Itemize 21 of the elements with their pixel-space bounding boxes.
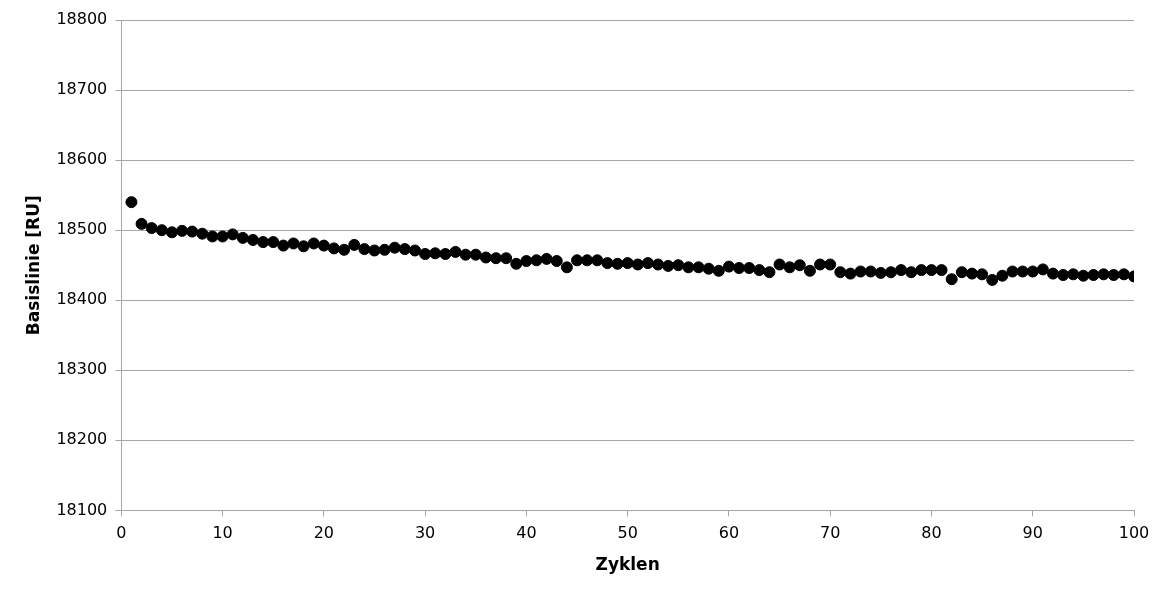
y-tick-label: 18700 [56, 79, 108, 99]
y-tick-label: 18100 [56, 499, 108, 519]
x-tick-label: 60 [718, 523, 740, 543]
y-tick-label: 18300 [56, 359, 108, 379]
x-tick-label: 0 [116, 523, 127, 543]
y-tick-label: 18500 [56, 219, 108, 239]
x-tick-label: 80 [921, 523, 942, 543]
x-tick-label: 90 [1022, 523, 1043, 543]
y-tick-label: 18800 [56, 9, 108, 29]
y-tick-label: 18600 [56, 149, 108, 169]
x-tick-label: 20 [313, 523, 335, 543]
x-tick-label: 30 [414, 523, 436, 543]
x-tick-label: 50 [617, 523, 638, 543]
x-tick-label: 40 [516, 523, 537, 543]
x-tick-label: 10 [212, 523, 233, 543]
y-tick-label: 18400 [56, 289, 108, 309]
y-tick-label: 18200 [56, 429, 108, 449]
y-axis-title: Basislinie [RU] [22, 195, 43, 336]
x-axis-title: Zyklen [595, 554, 660, 575]
x-tick-label: 100 [1118, 523, 1150, 543]
x-tick-label: 70 [820, 523, 841, 543]
